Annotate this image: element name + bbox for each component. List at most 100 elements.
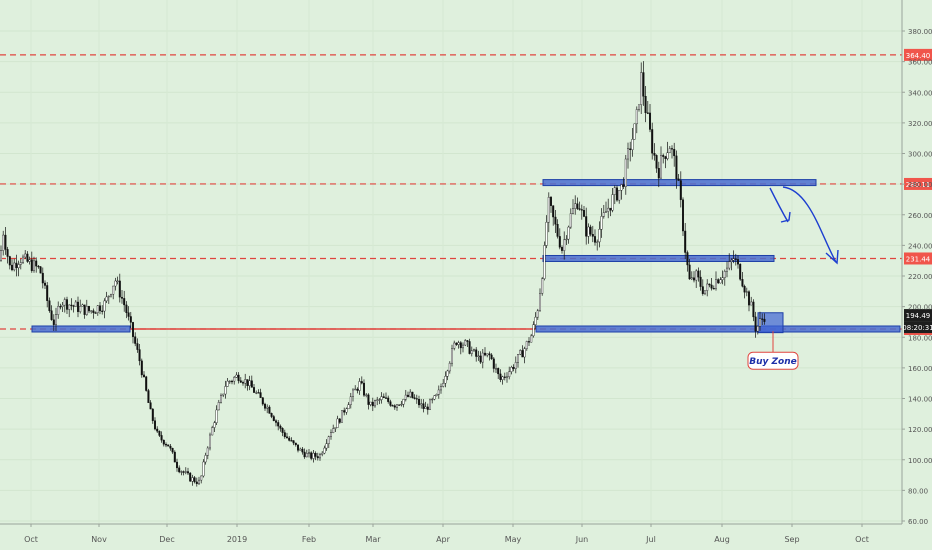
- candle-body: [561, 247, 564, 251]
- candle-body: [690, 277, 693, 280]
- candle-body: [33, 260, 36, 271]
- price-tick-label: 60.00: [908, 518, 928, 526]
- candle-body: [367, 394, 370, 405]
- candle-body: [79, 306, 82, 312]
- candle-body: [569, 213, 572, 228]
- support-zones: [31, 179, 901, 334]
- candle-body: [492, 358, 495, 369]
- candle-body: [226, 380, 229, 387]
- candle-body: [378, 399, 381, 401]
- candle-body: [219, 394, 222, 403]
- price-tick-label: 260.00: [908, 212, 932, 220]
- candle-body: [402, 399, 405, 405]
- time-tick-label: Jun: [575, 535, 589, 544]
- candle-body: [334, 427, 337, 429]
- candle-body: [629, 148, 632, 151]
- candle-body: [83, 304, 86, 315]
- candle-body: [10, 264, 13, 271]
- candle-body: [587, 226, 590, 237]
- candle-body: [338, 418, 341, 423]
- candle-body: [675, 155, 678, 180]
- candle-body: [354, 388, 357, 391]
- candle-body: [407, 394, 410, 397]
- candle-body: [142, 374, 145, 378]
- candle-body: [371, 401, 374, 407]
- candle-body: [525, 341, 528, 349]
- candle-body: [431, 398, 434, 401]
- candle-body: [415, 398, 418, 400]
- candle-body: [701, 286, 704, 294]
- candle-body: [484, 352, 487, 356]
- candle-body: [17, 264, 20, 269]
- candle-body: [24, 253, 27, 258]
- candle-body: [541, 278, 544, 294]
- candle-body: [356, 388, 359, 391]
- candle-body: [756, 326, 759, 332]
- candle-body: [228, 380, 231, 383]
- candle-body: [358, 381, 361, 391]
- candle-body: [479, 355, 482, 363]
- candle-body: [459, 342, 462, 349]
- candle-body: [369, 401, 372, 405]
- candle-body: [739, 263, 742, 280]
- price-axis[interactable]: 60.00 80.00 100.00 120.00 140.00 160.00 180.00…: [902, 28, 932, 526]
- support-zone: [535, 325, 901, 333]
- candle-body: [114, 280, 117, 287]
- candle-body: [671, 148, 674, 150]
- price-tick-label: 180.00: [908, 334, 932, 342]
- price-tick-label: 280.00: [908, 181, 932, 189]
- candle-body: [611, 194, 614, 211]
- candle-body: [761, 318, 764, 320]
- candle-body: [488, 353, 491, 356]
- candle-body: [440, 386, 443, 391]
- price-tick-label: 340.00: [908, 89, 932, 97]
- candle-body: [677, 178, 680, 181]
- candle-body: [497, 368, 500, 375]
- candle-body: [451, 348, 454, 364]
- candle-body: [462, 344, 465, 349]
- candle-body: [131, 322, 134, 337]
- candle-body: [255, 392, 258, 394]
- candle-body: [589, 226, 592, 235]
- candle-body: [81, 304, 84, 307]
- candle-body: [147, 390, 150, 403]
- candle-body: [303, 451, 306, 458]
- time-axis[interactable]: Oct Nov Dec 2019 Feb Mar Apr May Jun Jul Aug Sep Oct: [24, 524, 869, 544]
- candle-body: [167, 444, 170, 447]
- level-price-label: 280.11: [906, 181, 931, 189]
- support-zone: [542, 254, 775, 262]
- candle-body: [576, 203, 579, 209]
- candle-body: [101, 310, 104, 312]
- candle-body: [162, 439, 165, 445]
- candle-body: [107, 295, 110, 298]
- candle-body: [726, 267, 729, 272]
- candle-body: [413, 397, 416, 399]
- candle-body: [0, 250, 2, 261]
- candle-body: [140, 360, 143, 376]
- candle-body: [345, 408, 348, 413]
- candle-body: [536, 310, 539, 318]
- candle-body: [211, 427, 214, 436]
- candle-body: [217, 402, 220, 411]
- candle-body: [633, 123, 636, 140]
- candle-body: [477, 355, 480, 357]
- candle-body: [22, 256, 25, 263]
- candle-body: [327, 436, 330, 444]
- candle-body: [657, 168, 660, 179]
- candle-body: [195, 481, 198, 484]
- candle-body: [257, 392, 260, 394]
- candle-body: [8, 256, 11, 266]
- candle-body: [264, 403, 267, 409]
- candle-body: [270, 413, 273, 417]
- candle-body: [550, 196, 553, 206]
- candle-body: [332, 428, 335, 433]
- candle-body: [455, 342, 458, 345]
- candle-body: [673, 148, 676, 157]
- candle-body: [481, 352, 484, 363]
- candle-body: [310, 452, 313, 459]
- candle-body: [294, 442, 297, 446]
- candle-body: [15, 262, 18, 269]
- candle-body: [660, 155, 663, 179]
- candle-body: [125, 304, 128, 313]
